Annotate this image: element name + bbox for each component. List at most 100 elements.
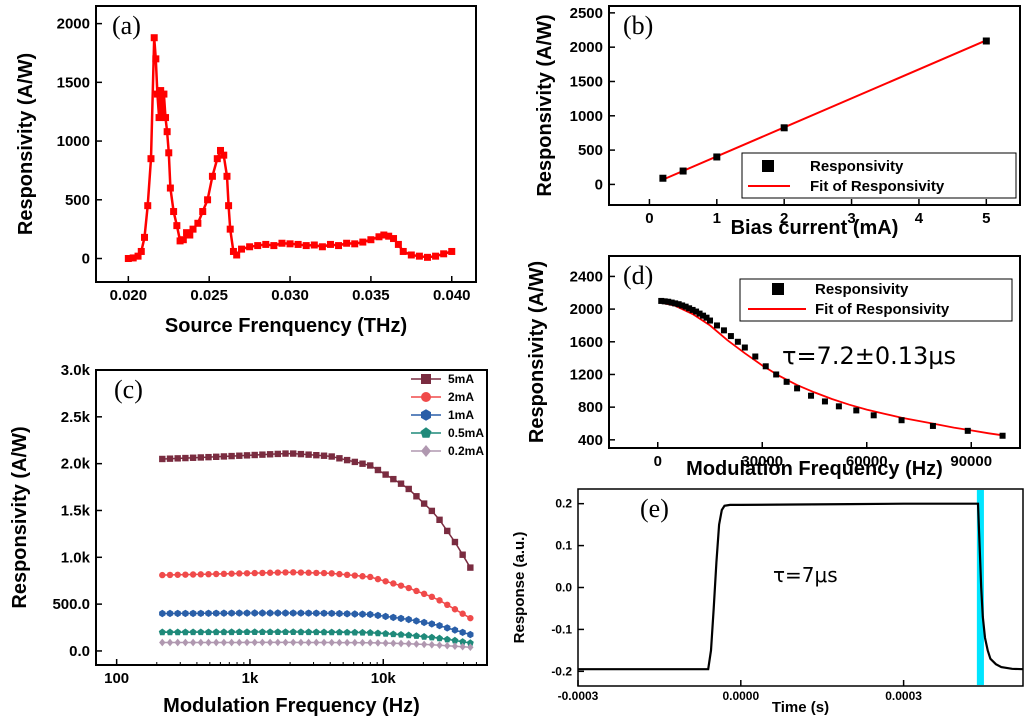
legend-label: Fit of Responsivity xyxy=(815,301,950,318)
data-point xyxy=(182,571,189,578)
data-point xyxy=(251,628,259,635)
data-point xyxy=(374,575,382,583)
plot-frame xyxy=(608,5,1021,206)
data-point xyxy=(727,333,734,340)
data-point xyxy=(459,638,467,645)
panel-a: 0.020 0.025 0.030 0.035 0.040 0 500 1000 1500 200… xyxy=(15,5,477,337)
data-point xyxy=(343,628,351,636)
data-point xyxy=(320,628,328,636)
data-point xyxy=(160,90,168,98)
data-point xyxy=(382,578,389,585)
plot-frame xyxy=(608,255,1021,449)
data-point xyxy=(415,252,423,260)
data-point xyxy=(351,240,359,248)
fit-line xyxy=(660,301,1003,437)
data-point xyxy=(397,614,405,623)
data-point xyxy=(413,617,420,625)
data-point xyxy=(318,243,326,251)
y-axis-label: Responsivity (A/W) xyxy=(9,426,31,608)
x-axis-label: Bias current (mA) xyxy=(731,217,899,239)
data-point xyxy=(397,631,405,638)
legend-marker xyxy=(421,445,431,457)
y-tick-label: 2.0k xyxy=(61,456,91,473)
data-point xyxy=(134,252,142,260)
data-point xyxy=(165,149,173,157)
data-point xyxy=(367,573,374,581)
data-point xyxy=(174,628,182,636)
data-point xyxy=(141,233,149,241)
y-tick-label: 3.0k xyxy=(61,362,91,379)
data-point xyxy=(166,609,174,618)
data-point xyxy=(448,247,456,255)
data-point xyxy=(420,590,428,598)
data-point xyxy=(328,453,335,460)
data-point xyxy=(374,611,382,620)
x-tick-label: 0.030 xyxy=(271,287,309,304)
data-point xyxy=(266,609,274,617)
data-point xyxy=(982,37,990,45)
data-point xyxy=(328,628,336,636)
data-point xyxy=(328,609,335,617)
legend-box xyxy=(739,278,1013,322)
panel-tag: (e) xyxy=(640,494,669,523)
data-point xyxy=(189,454,197,461)
y-tick-label: 2400 xyxy=(570,268,603,285)
legend-label: 5mA xyxy=(448,372,474,386)
data-point xyxy=(444,624,451,632)
data-point xyxy=(359,628,366,636)
data-point xyxy=(310,241,318,249)
data-point xyxy=(367,236,375,244)
x-tick-label: 1k xyxy=(242,670,259,687)
data-point xyxy=(274,569,282,576)
legend: Responsivity Fit of Responsivity xyxy=(739,278,1013,322)
data-point xyxy=(359,238,367,246)
data-point xyxy=(137,247,145,255)
data-point xyxy=(467,564,474,571)
data-point xyxy=(150,34,158,42)
data-point xyxy=(197,571,205,578)
data-point xyxy=(336,638,343,647)
data-point xyxy=(305,569,312,576)
data-point xyxy=(236,570,243,577)
data-point xyxy=(440,250,448,258)
data-point xyxy=(166,455,174,462)
data-point xyxy=(189,225,197,233)
y-tick-label: 1500 xyxy=(570,73,603,90)
data-point xyxy=(174,609,181,618)
x-tick-label: 0.0000 xyxy=(722,689,759,703)
data-point xyxy=(320,638,328,647)
data-point xyxy=(689,306,696,313)
data-point xyxy=(380,231,388,239)
data-point xyxy=(228,570,235,577)
data-point xyxy=(305,638,312,647)
data-point xyxy=(159,571,166,579)
data-point xyxy=(423,253,431,261)
data-point xyxy=(162,114,170,122)
y-tick-label: 0.0 xyxy=(69,643,90,660)
data-point xyxy=(223,172,231,180)
data-point xyxy=(679,167,687,175)
data-point xyxy=(351,572,359,579)
y-axis-label: Response (a.u.) xyxy=(511,532,528,644)
data-point xyxy=(382,630,390,637)
data-point xyxy=(282,569,289,576)
data-point xyxy=(397,639,405,648)
data-point xyxy=(964,427,971,434)
data-point xyxy=(181,628,189,636)
data-point xyxy=(289,628,297,635)
data-point xyxy=(436,622,443,630)
tau-annotation: τ=7μs xyxy=(773,563,838,587)
panel-b: 0 1 2 3 4 5 0 500 1000 1500 2000 2500 Bias current (… xyxy=(534,5,1021,239)
data-point xyxy=(412,632,420,639)
data-point xyxy=(182,454,189,462)
legend-box xyxy=(741,152,1017,199)
data-point xyxy=(199,208,207,216)
data-point xyxy=(351,638,359,647)
data-point xyxy=(351,628,359,636)
data-point xyxy=(466,639,474,646)
data-point xyxy=(999,432,1006,439)
data-point xyxy=(166,571,174,579)
y-tick-label: -0.2 xyxy=(551,664,572,678)
data-point xyxy=(238,245,246,253)
data-point xyxy=(665,298,672,305)
